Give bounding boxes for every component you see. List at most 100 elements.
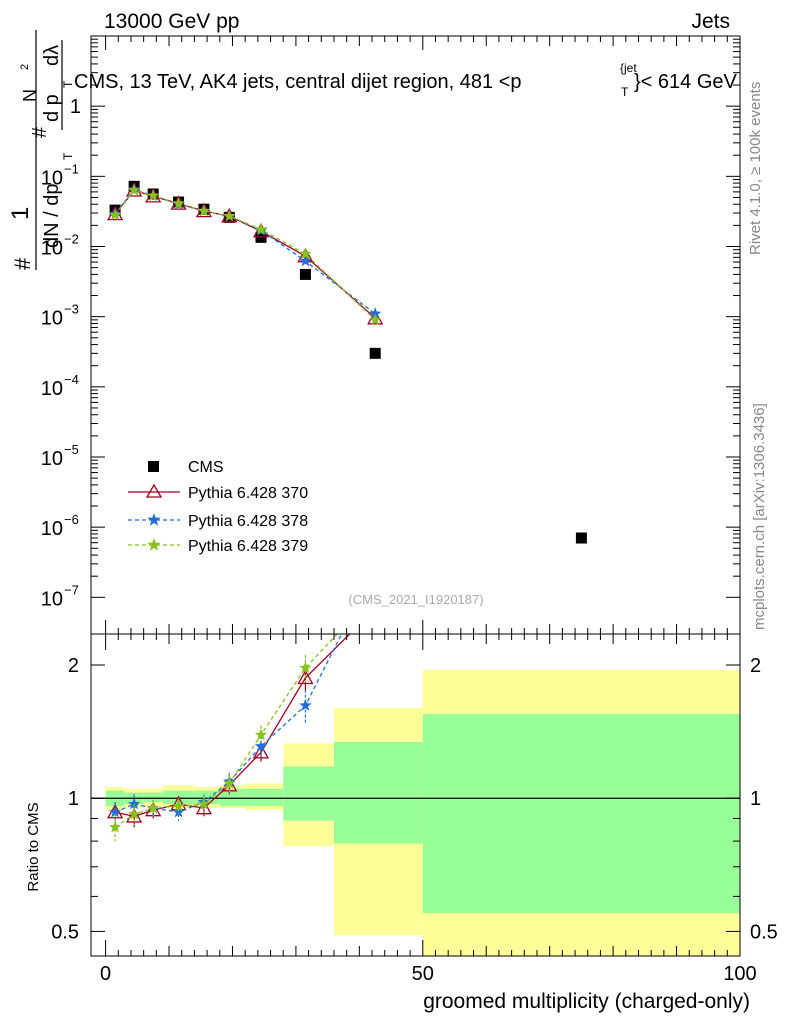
pythia-379-point [299,247,312,260]
stat-uncertainty-band [245,788,284,807]
ratio-379-point [299,661,312,674]
pythia-379-point [172,197,185,209]
pythia-378-point [369,307,382,319]
ratio-xtick-label: 0 [100,963,111,985]
ylabel-hash-1: # [10,257,35,270]
main-ytick-exponent: −7 [64,582,79,597]
pythia-370-point [252,222,270,238]
stat-uncertainty-band [283,766,334,821]
ratio-xtick-label: 50 [412,963,434,985]
ylabel-dlambda: dλ [41,45,63,66]
main-ytick-label: 10 [41,167,63,189]
ylabel-dn-dp: dN / dp [41,184,63,248]
main-ytick-label: 10 [41,378,63,400]
legend-marker-379 [147,538,161,551]
ratio-379-point [254,728,268,741]
title-sup: {jet [620,61,637,75]
main-ytick-label: 10 [41,448,63,470]
main-ytick-exponent: −5 [64,442,79,457]
main-ytick-label: 10 [41,588,63,610]
main-ytick-exponent: −3 [64,302,79,317]
main-ytick-exponent: −6 [64,512,79,527]
ratio-axis-ticks: 0.5 0.5 1 1 2 2 0 50 100 [51,634,778,985]
legend-marker-378 [147,513,161,526]
legend-label-378: Pythia 6.428 378 [188,513,308,530]
ratio-378-point [172,805,185,818]
legend-marker-370 [145,483,163,498]
ratio-ytick-label-right: 2 [750,655,761,677]
title-main: CMS, 13 TeV, AK4 jets, central dijet reg… [74,71,522,93]
main-line-1 [114,189,376,319]
ylabel-sup2: 2 [19,64,31,70]
ratio-frame [90,633,741,957]
main-line-2 [114,188,376,315]
pythia-370-point [367,309,384,325]
x-axis-label: groomed multiplicity (charged-only) [423,990,750,1013]
ratio-ytick-label-right: 0.5 [750,921,778,943]
ratio-ytick-label-left: 2 [68,655,79,677]
ratio-379-point [147,801,160,814]
plot-title: CMS, 13 TeV, AK4 jets, central dijet reg… [74,61,738,99]
pythia-379-point [128,183,141,196]
ratio-ylabel: Ratio to CMS [25,802,42,891]
legend-marker-cms [148,461,159,472]
ratio-378-point [299,699,312,711]
stat-uncertainty-band [219,788,246,807]
ratio-ytick-label-left: 0.5 [51,921,79,943]
ratio-379-point [128,807,141,820]
legend-item-379: Pythia 6.428 379 [128,538,308,555]
ylabel-hash-2: # [29,126,51,138]
ratio-series [107,634,351,842]
ratio-379-point [108,820,122,833]
ylabel-sub-t-2: T [61,80,75,88]
stat-uncertainty-band [143,792,163,803]
energy-label: 13000 GeV pp [104,10,239,33]
legend: CMS Pythia 6.428 370 Pythia 6.428 378 Py… [128,459,308,555]
stat-uncertainty-band [422,713,740,914]
ratio-370-point [252,743,270,759]
pythia-379-point [369,313,382,326]
stat-uncertainty-band [333,741,423,844]
main-line-3 [114,189,376,321]
ratio-378-point [108,805,122,818]
main-ytick-exponent: −2 [64,231,79,246]
main-ytick-exponent: −1 [64,161,79,176]
main-series [107,180,587,544]
pythia-378-point [299,254,312,267]
ratio-370-point [297,669,314,685]
rivet-label: Rivet 4.1.0, ≥ 100k events [747,82,764,255]
ratio-series-group [107,634,351,842]
legend-item-378: Pythia 6.428 378 [128,513,308,530]
pythia-379-point [197,204,211,217]
ratio-378-point [254,739,268,752]
legend-item-370: Pythia 6.428 370 [128,483,308,502]
ratio-378-point [128,797,141,810]
pythia-379-point [147,189,160,201]
main-ytick-label: 10 [41,308,63,330]
ratio-370-point [195,799,213,815]
legend-label-379: Pythia 6.428 379 [188,538,308,555]
title-tail: }< 614 GeV [634,71,738,93]
ratio-uncertainty-bands [91,669,740,956]
main-axis-ticks: 110−110−210−310−410−510−610−7 [41,35,741,634]
legend-label-cms: CMS [188,459,224,476]
analysis-watermark: (CMS_2021_I1920187) [348,592,483,607]
ratio-ytick-label-left: 1 [68,788,79,810]
title-sub: T [621,85,629,99]
ratio-379-point [223,776,236,789]
main-ylabel: # 1 dN / dp T # N 2 d p T dλ [7,30,75,270]
main-ytick-label: 10 [41,518,63,540]
pythia-379-point [108,208,122,221]
mcplots-label: mcplots.cern.ch [arXiv:1306.3436] [751,403,768,630]
ratio-xtick-label: 100 [723,963,756,985]
cms-data-point [369,347,381,359]
ylabel-dp: d p [41,94,63,122]
ylabel-one: 1 [7,207,34,220]
legend-item-cms: CMS [148,459,224,476]
ratio-379-point [197,797,211,810]
pythia-379-point [254,222,268,235]
cms-data-point [299,268,311,280]
cms-data-point [575,532,587,544]
